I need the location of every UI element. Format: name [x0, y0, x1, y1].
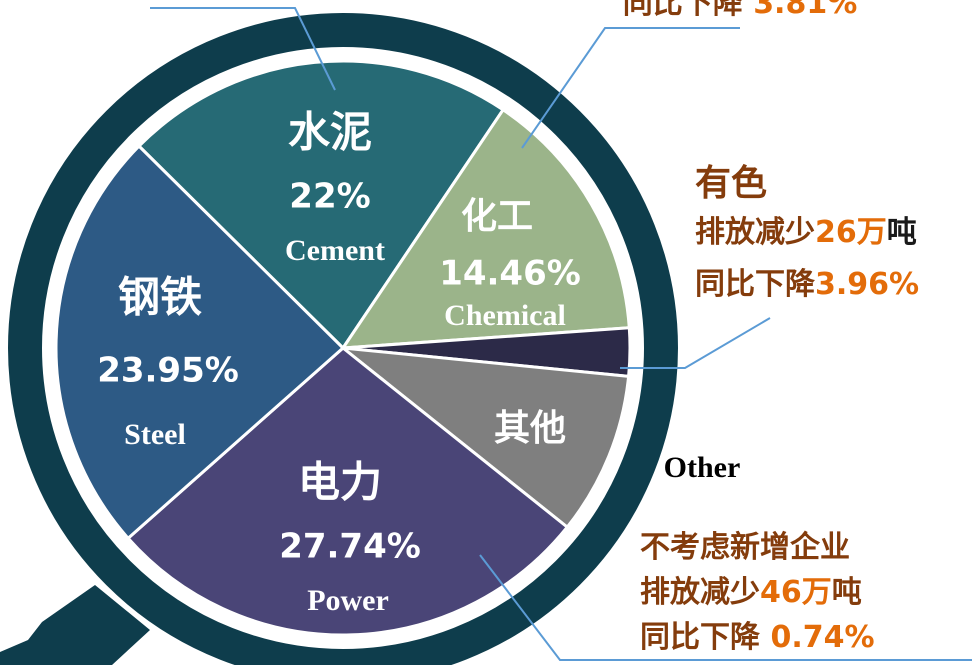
annotation-text: 有色: [695, 163, 767, 204]
slice-label: 电力: [298, 458, 382, 507]
english-label: Chemical: [444, 299, 566, 332]
annotation-text: 不考虑新增企业: [640, 530, 850, 565]
annotation-text: 吨: [887, 215, 917, 250]
annotation-text: 3.81%: [753, 0, 857, 21]
annotation-line: 同比下降 0.74%: [640, 620, 875, 655]
annotation-line: 同比下降3.96%: [695, 267, 919, 302]
slice-label: 水泥: [288, 108, 372, 157]
annotation-line: 不考虑新增企业: [640, 530, 850, 565]
annotation-text: 同比下降: [640, 620, 770, 655]
slice-label: 化工: [461, 196, 533, 237]
annotation-line: 排放减少26万吨: [695, 215, 917, 250]
annotation-text: 排放减少: [640, 575, 760, 610]
annotation-text: 0.74%: [770, 620, 874, 655]
annotation-line: 同比下降 3.81%: [623, 0, 858, 21]
annotation-text: 26万: [815, 215, 887, 250]
annotation-text: 吨: [832, 575, 862, 610]
slice-label: 钢铁: [118, 273, 202, 322]
leader-line: [620, 318, 770, 368]
english-label: Power: [307, 584, 389, 617]
value-label: 27.74%: [279, 527, 421, 567]
value-label: 23.95%: [97, 351, 239, 391]
annotation-text: 排放减少: [695, 215, 815, 250]
english-label: Cement: [285, 234, 385, 267]
annotation-text: 同比下降: [623, 0, 753, 21]
annotation-text: 46万: [760, 575, 832, 610]
pie: 水泥 22% Cement 化工 14.46% Chemical 其他 Other 电力 27.7…: [56, 61, 740, 635]
annotation-text: 同比下降: [695, 267, 816, 302]
english-label: Steel: [124, 418, 186, 451]
value-label: 22%: [289, 177, 370, 217]
slice-label: 其他: [494, 408, 566, 449]
annotation-line: 有色: [695, 163, 767, 204]
annotation-line: 排放减少46万吨: [640, 575, 862, 610]
value-label: 14.46%: [439, 254, 581, 294]
annotation-text: 3.96%: [815, 267, 919, 302]
chart: 水泥 22% Cement 化工 14.46% Chemical 其他 Other 电力 27.7…: [0, 0, 972, 665]
english-label: Other: [664, 451, 741, 484]
